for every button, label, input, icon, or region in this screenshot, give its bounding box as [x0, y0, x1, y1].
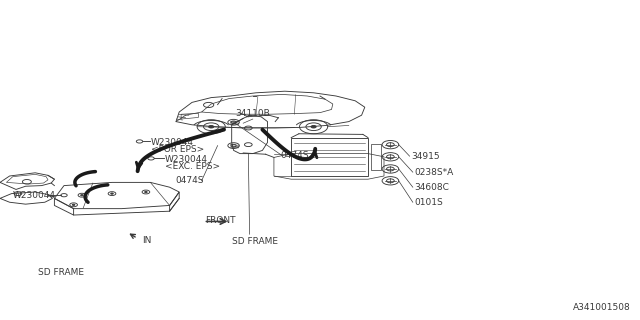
Text: <EXC. EPS>: <EXC. EPS>: [165, 162, 220, 171]
Text: 0238S*A: 0238S*A: [415, 168, 454, 177]
Text: W230044: W230044: [165, 155, 208, 164]
Text: A341001508: A341001508: [573, 303, 630, 312]
Text: 0474S: 0474S: [175, 176, 204, 185]
Circle shape: [311, 125, 316, 128]
Text: 34110B: 34110B: [236, 109, 270, 118]
Circle shape: [72, 204, 75, 205]
Text: 0474S: 0474S: [280, 151, 309, 160]
Text: 34915: 34915: [411, 152, 440, 161]
Text: IN: IN: [142, 236, 152, 245]
Text: SD FRAME: SD FRAME: [38, 268, 84, 277]
Text: W230044: W230044: [13, 191, 56, 200]
Circle shape: [111, 193, 113, 194]
Text: SD FRAME: SD FRAME: [232, 237, 278, 246]
Text: 34608C: 34608C: [415, 183, 449, 192]
Text: W230044: W230044: [151, 138, 194, 147]
Text: FRONT: FRONT: [205, 216, 236, 225]
Text: <FOR EPS>: <FOR EPS>: [151, 145, 204, 154]
Circle shape: [209, 125, 214, 128]
Circle shape: [145, 191, 147, 193]
Text: 0101S: 0101S: [415, 198, 444, 207]
Circle shape: [81, 195, 83, 196]
